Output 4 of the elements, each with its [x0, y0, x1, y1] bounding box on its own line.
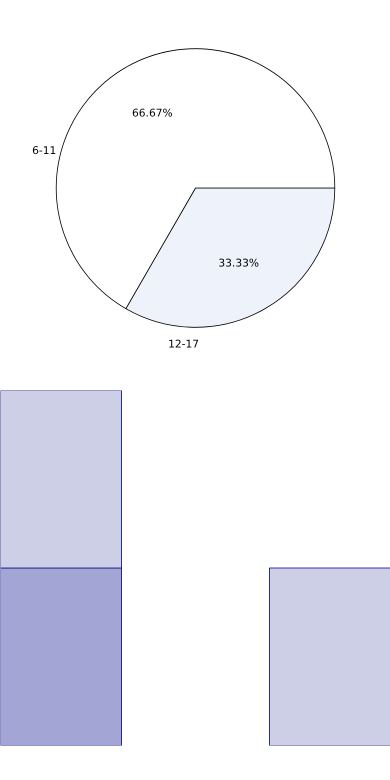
- slice-label: 12-17: [168, 338, 200, 351]
- data-label: 33.33%: [218, 256, 260, 270]
- slice-label: 6-11: [32, 144, 56, 157]
- data-label: 66.67%: [132, 106, 173, 120]
